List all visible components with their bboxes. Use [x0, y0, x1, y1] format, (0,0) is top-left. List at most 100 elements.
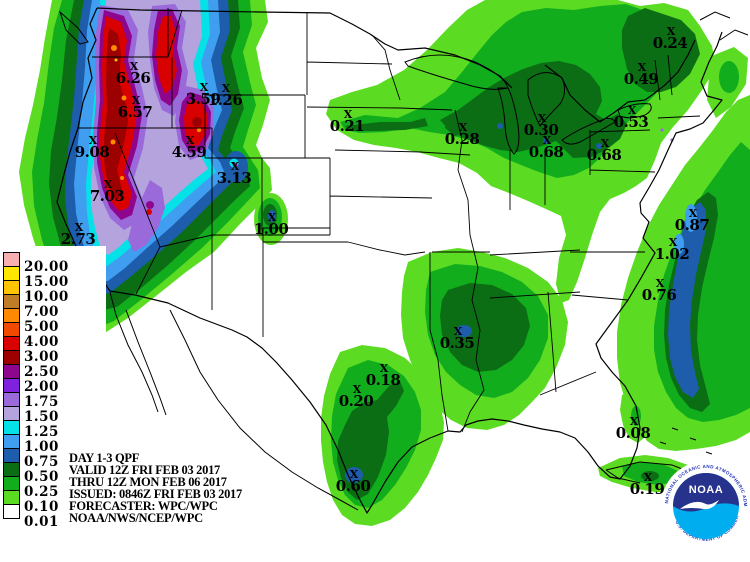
svg-text:0.53: 0.53 — [614, 113, 649, 131]
legend-swatch — [3, 308, 20, 323]
svg-text:X: X — [644, 471, 653, 484]
svg-text:0.19: 0.19 — [630, 480, 665, 498]
svg-text:0.35: 0.35 — [440, 334, 475, 352]
svg-text:0.21: 0.21 — [330, 117, 365, 135]
max-point-marker: X0.35 — [440, 325, 475, 352]
forecaster-line: FORECASTER: WPC/WPC — [69, 499, 218, 513]
legend-swatch — [3, 476, 20, 491]
svg-text:0.20: 0.20 — [339, 392, 374, 410]
svg-text:2.73: 2.73 — [61, 230, 96, 248]
noaa-logo-sky — [673, 473, 739, 512]
svg-text:1.02: 1.02 — [655, 245, 690, 263]
svg-text:0.24: 0.24 — [653, 34, 688, 52]
svg-text:X: X — [543, 134, 552, 147]
svg-text:0.49: 0.49 — [624, 70, 659, 88]
svg-text:0.60: 0.60 — [336, 477, 371, 495]
svg-text:X: X — [200, 81, 209, 94]
max-point-marker: X6.26 — [116, 60, 151, 87]
max-point-marker: X7.03 — [90, 178, 125, 205]
legend-value-label: 0.01 — [24, 514, 59, 530]
legend-swatch — [3, 378, 20, 393]
legend-swatch — [3, 266, 20, 281]
noaa-logo: NATIONAL OCEANIC AND ATMOSPHERIC ADMINIS… — [660, 460, 750, 551]
svg-text:0.28: 0.28 — [445, 130, 480, 148]
svg-text:3.13: 3.13 — [217, 169, 252, 187]
svg-text:4.59: 4.59 — [172, 143, 207, 161]
svg-text:X: X — [132, 94, 141, 107]
great-lakes — [404, 54, 652, 155]
thru-time: THRU 12Z MON FEB 06 2017 — [69, 475, 227, 489]
legend-value-label: 2.50 — [24, 364, 59, 380]
svg-text:X: X — [628, 104, 637, 117]
svg-text:0.87: 0.87 — [675, 216, 710, 234]
forecast-info-block: DAY 1-3 QPF VALID 12Z FRI FEB 03 2017 TH… — [69, 452, 242, 525]
legend-swatch — [3, 364, 20, 379]
legend-swatch-below-min — [3, 504, 20, 519]
legend-swatch — [3, 294, 20, 309]
svg-text:X: X — [75, 221, 84, 234]
legend-color-scale: 20.00 15.00 10.00 7.00 5.00 4.00 3.00 2.50 2.00 1… — [3, 252, 68, 530]
legend-swatch — [3, 252, 20, 267]
svg-text:7.03: 7.03 — [90, 187, 125, 205]
max-point-marker: X9.08 — [75, 134, 110, 161]
svg-text:X: X — [669, 236, 678, 249]
max-point-marker: X0.30 — [524, 112, 559, 139]
legend-value-label: 0.10 — [24, 499, 59, 515]
legend-value-label: 1.00 — [24, 439, 59, 455]
legend-swatch — [3, 434, 20, 449]
max-point-marker: X0.18 — [366, 362, 401, 389]
legend-swatch — [3, 462, 20, 477]
svg-text:X: X — [459, 121, 468, 134]
legend-value-label: 1.50 — [24, 409, 59, 425]
max-point-marker: X1.02 — [655, 236, 690, 263]
svg-text:X: X — [689, 207, 698, 220]
svg-text:6.26: 6.26 — [116, 69, 151, 87]
max-point-marker: X0.24 — [653, 25, 688, 52]
legend-swatch — [3, 420, 20, 435]
max-point-marker: X0.49 — [624, 61, 659, 88]
svg-text:X: X — [630, 415, 639, 428]
noaa-logo-text: NOAA — [689, 484, 723, 496]
max-point-marker: X0.28 — [445, 121, 480, 148]
svg-text:0.18: 0.18 — [366, 371, 401, 389]
legend-swatch — [3, 490, 20, 505]
legend-swatch — [3, 280, 20, 295]
max-point-marker: X1.26 — [208, 82, 243, 109]
max-point-marker: X0.76 — [642, 277, 677, 304]
max-point-marker: X3.13 — [217, 160, 252, 187]
svg-text:X: X — [231, 160, 240, 173]
max-point-marker: X0.68 — [587, 137, 622, 164]
svg-text:X: X — [344, 108, 353, 121]
max-point-marker: X2.73 — [61, 221, 96, 248]
svg-text:X: X — [222, 82, 231, 95]
legend-value-label: 5.00 — [24, 319, 59, 335]
svg-text:9.08: 9.08 — [75, 143, 110, 161]
svg-text:X: X — [667, 25, 676, 38]
legend-value-label: 0.25 — [24, 484, 59, 500]
svg-text:X: X — [130, 60, 139, 73]
agency-line: NOAA/NWS/NCEP/WPC — [69, 511, 203, 525]
legend-value-label: 4.00 — [24, 334, 59, 350]
max-point-marker: X1.00 — [254, 211, 289, 238]
legend-swatch — [3, 336, 20, 351]
legend-value-label: 20.00 — [24, 259, 69, 275]
max-point-marker: X0.19 — [630, 471, 665, 498]
svg-text:0.08: 0.08 — [616, 424, 651, 442]
svg-text:0.30: 0.30 — [524, 121, 559, 139]
svg-text:X: X — [186, 134, 195, 147]
svg-text:0.76: 0.76 — [642, 286, 677, 304]
svg-text:3.59: 3.59 — [186, 90, 221, 108]
legend-value-label: 7.00 — [24, 304, 59, 320]
legend-swatch — [3, 350, 20, 365]
legend-value-label: 0.75 — [24, 454, 59, 470]
legend-swatch — [3, 448, 20, 463]
svg-text:0.68: 0.68 — [529, 143, 564, 161]
valid-time: VALID 12Z FRI FEB 03 2017 — [69, 463, 220, 477]
max-point-marker: X0.20 — [339, 383, 374, 410]
svg-text:X: X — [601, 137, 610, 150]
svg-text:X: X — [454, 325, 463, 338]
seagull-icon — [680, 500, 719, 510]
svg-text:6.57: 6.57 — [118, 103, 153, 121]
